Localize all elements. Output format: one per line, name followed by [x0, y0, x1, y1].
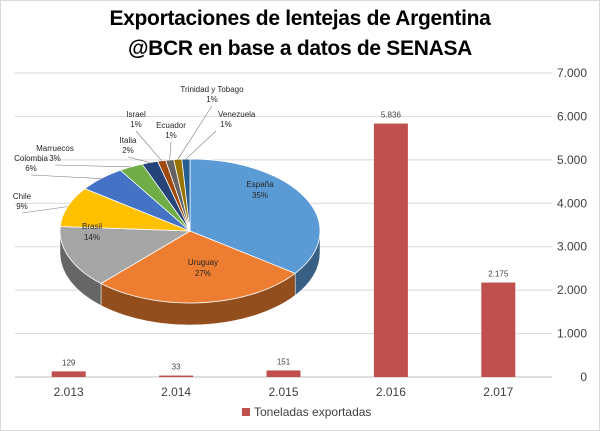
- pie-slice-label: Venezuela: [218, 110, 256, 119]
- pie-slice-label: Chile: [13, 192, 32, 201]
- pie-slice-label: Ecuador: [156, 121, 186, 130]
- pie-slice-value: 35%: [252, 191, 268, 200]
- legend-swatch: [242, 408, 250, 416]
- pie-slice: [181, 158, 191, 232]
- pie-slice-value: 27%: [195, 269, 211, 278]
- y-tick-label: 1.000: [557, 327, 587, 341]
- pie-slice-label: Uruguay: [188, 258, 218, 267]
- pie-slice-value: 1%: [206, 95, 218, 104]
- y-tick-label: 2.000: [557, 283, 587, 297]
- bar-data-label: 33: [172, 363, 181, 372]
- chart-title: Exportaciones de lentejas de Argentina: [109, 7, 491, 30]
- y-tick-label: 4.000: [557, 196, 587, 210]
- pie-slice-label: Israel: [126, 110, 146, 119]
- pie-slice-value: 6%: [25, 164, 37, 173]
- pie-slice-value: 1%: [165, 131, 177, 140]
- pie-slice: [100, 230, 296, 304]
- y-tick-label: 5.000: [557, 153, 587, 167]
- bar: [266, 370, 301, 377]
- pie-slice-label: Marruecos: [36, 144, 74, 153]
- y-tick-label: 0: [580, 370, 587, 384]
- x-tick-label: 2.017: [483, 385, 513, 399]
- legend-label: Toneladas exportadas: [254, 405, 371, 419]
- bar: [481, 282, 516, 377]
- pie-leader-line: [127, 156, 150, 163]
- pie-slice-label: Trinidad y Tobago: [180, 85, 244, 94]
- x-tick-label: 2.013: [54, 385, 84, 399]
- pie-slice: [189, 158, 321, 274]
- pie-slice-value: 14%: [84, 233, 100, 242]
- bar-data-label: 2.175: [488, 270, 509, 279]
- pie-slice: [59, 226, 192, 284]
- pie-slice-label: Brasil: [82, 222, 102, 231]
- pie-slice-value: 9%: [16, 202, 28, 211]
- pie-slice-value: 1%: [130, 120, 142, 129]
- bar: [159, 375, 194, 377]
- pie-slice-label: España: [246, 180, 274, 189]
- pie-leader-line: [30, 174, 102, 179]
- x-tick-label: 2.015: [268, 385, 298, 399]
- bar-data-label: 151: [277, 357, 291, 366]
- pie-slice-value: 2%: [122, 146, 134, 155]
- pie-slice-label: Colombia: [14, 154, 48, 163]
- pie-leader-line: [185, 130, 217, 160]
- pie-leader-line: [135, 130, 162, 161]
- bar-data-label: 5.836: [381, 111, 402, 120]
- pie-leader-line: [54, 164, 131, 168]
- y-tick-label: 3.000: [557, 240, 587, 254]
- bar: [51, 371, 86, 377]
- pie-leader-line: [169, 141, 172, 160]
- pie-leader-line: [21, 206, 68, 214]
- x-tick-label: 2.016: [376, 385, 406, 399]
- pie-slice-value: 3%: [49, 154, 61, 163]
- pie-slice-value: 1%: [220, 120, 232, 129]
- pie-slice-label: Italia: [120, 136, 137, 145]
- y-tick-label: 6.000: [557, 109, 587, 123]
- pie-leader-line: [177, 105, 213, 160]
- y-tick-label: 7.000: [557, 66, 587, 80]
- x-tick-label: 2.014: [161, 385, 191, 399]
- bar: [373, 123, 408, 377]
- chart-subtitle: @BCR en base a datos de SENASA: [127, 37, 473, 60]
- bar-data-label: 129: [62, 358, 76, 367]
